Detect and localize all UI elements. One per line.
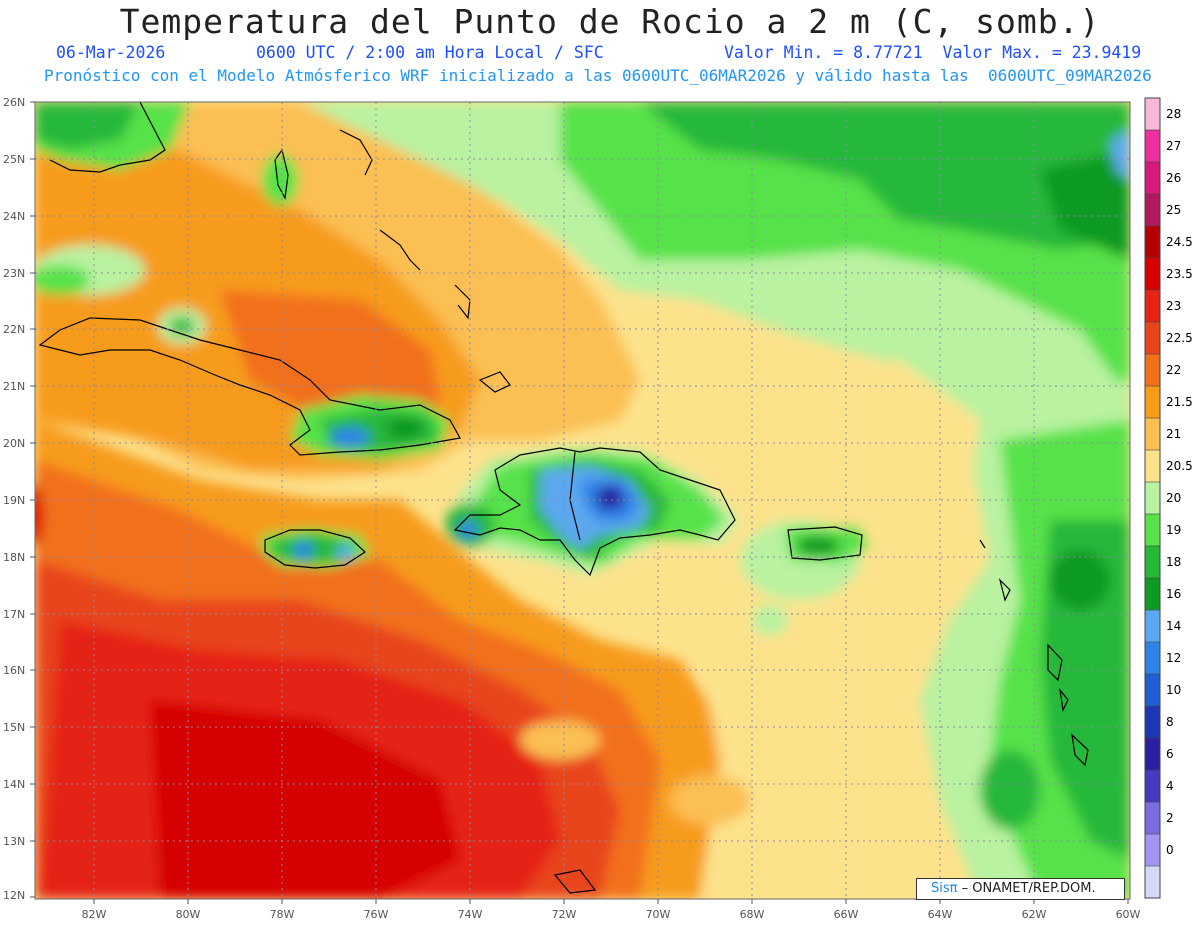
legend-color-swatch bbox=[1145, 866, 1160, 899]
legend-color-swatch bbox=[1145, 738, 1160, 771]
legend-label: 0 bbox=[1166, 843, 1174, 857]
legend-label: 19 bbox=[1166, 523, 1181, 537]
graticule bbox=[35, 102, 1130, 899]
color-legend: 2827262524.523.52322.52221.52120.5201918… bbox=[1144, 97, 1193, 899]
legend-color-swatch bbox=[1145, 386, 1160, 419]
legend-color-swatch bbox=[1145, 258, 1160, 291]
legend-label: 16 bbox=[1166, 587, 1181, 601]
lat-label: 21N bbox=[3, 380, 25, 393]
lat-label: 17N bbox=[3, 608, 25, 621]
lat-label: 16N bbox=[3, 664, 25, 677]
legend-color-swatch bbox=[1145, 450, 1160, 483]
legend-color-swatch bbox=[1145, 642, 1160, 675]
legend-label: 14 bbox=[1166, 619, 1181, 633]
legend-label: 6 bbox=[1166, 747, 1174, 761]
legend-color-swatch bbox=[1145, 290, 1160, 323]
legend-color-swatch bbox=[1145, 674, 1160, 707]
latitude-axis: 26N 25N 24N 23N 22N 21N 20N 19N 18N 17N … bbox=[3, 96, 25, 902]
legend-color-swatch bbox=[1145, 802, 1160, 835]
longitude-axis: 82W 80W 78W 76W 74W 72W 70W 68W 66W 64W … bbox=[82, 908, 1141, 921]
lat-label: 23N bbox=[3, 267, 25, 280]
lon-label: 62W bbox=[1022, 908, 1047, 921]
valid-date: 06-Mar-2026 bbox=[56, 43, 166, 62]
legend-label: 20 bbox=[1166, 491, 1181, 505]
sispi-logo-text: Sisπ bbox=[931, 881, 958, 896]
legend-label: 26 bbox=[1166, 171, 1181, 185]
legend-color-swatch bbox=[1145, 194, 1160, 227]
lon-label: 60W bbox=[1116, 908, 1141, 921]
legend-color-swatch bbox=[1145, 546, 1160, 579]
legend-color-swatch bbox=[1145, 226, 1160, 259]
legend-label: 27 bbox=[1166, 139, 1181, 153]
credit-box: Sisπ – ONAMET/REP.DOM. bbox=[916, 878, 1125, 900]
lon-label: 66W bbox=[834, 908, 859, 921]
dewpoint-field bbox=[35, 102, 1130, 899]
lat-label: 22N bbox=[3, 323, 25, 336]
legend-label: 20.5 bbox=[1166, 459, 1193, 473]
lat-label: 14N bbox=[3, 778, 25, 791]
legend-label: 10 bbox=[1166, 683, 1181, 697]
valid-time: 0600 UTC / 2:00 am Hora Local / SFC bbox=[256, 43, 604, 62]
legend-color-swatch bbox=[1145, 354, 1160, 387]
legend-label: 21.5 bbox=[1166, 395, 1193, 409]
legend-label: 23 bbox=[1166, 299, 1181, 313]
map-title: Temperatura del Punto de Rocio a 2 m (C,… bbox=[119, 2, 1101, 41]
lat-label: 13N bbox=[3, 835, 25, 848]
legend-color-swatch bbox=[1145, 482, 1160, 515]
legend-label: 22 bbox=[1166, 363, 1181, 377]
legend-color-swatch bbox=[1145, 130, 1160, 163]
lat-label: 26N bbox=[3, 96, 25, 109]
lon-label: 68W bbox=[740, 908, 765, 921]
legend-label: 12 bbox=[1166, 651, 1181, 665]
lon-label: 76W bbox=[364, 908, 389, 921]
legend-color-swatch bbox=[1145, 514, 1160, 547]
lat-label: 15N bbox=[3, 721, 25, 734]
legend-color-swatch bbox=[1145, 98, 1160, 131]
forecast-description: Pronóstico con el Modelo Atmósferico WRF… bbox=[44, 66, 1152, 85]
coastlines bbox=[38, 102, 1089, 894]
legend-color-swatch bbox=[1145, 322, 1160, 355]
legend-label: 24.5 bbox=[1166, 235, 1193, 249]
lat-label: 12N bbox=[3, 889, 25, 902]
lon-label: 82W bbox=[82, 908, 107, 921]
legend-color-swatch bbox=[1145, 706, 1160, 739]
credit-text: – ONAMET/REP.DOM. bbox=[957, 881, 1096, 896]
lon-label: 78W bbox=[270, 908, 295, 921]
legend-frame bbox=[1144, 97, 1161, 899]
legend-color-swatch bbox=[1145, 610, 1160, 643]
legend-color-swatch bbox=[1145, 578, 1160, 611]
lat-label: 18N bbox=[3, 551, 25, 564]
legend-label: 4 bbox=[1166, 779, 1174, 793]
lon-label: 64W bbox=[928, 908, 953, 921]
lon-label: 80W bbox=[176, 908, 201, 921]
legend-label: 8 bbox=[1166, 715, 1174, 729]
lon-label: 70W bbox=[646, 908, 671, 921]
legend-label: 21 bbox=[1166, 427, 1181, 441]
legend-color-swatch bbox=[1145, 834, 1160, 867]
legend-color-swatch bbox=[1145, 418, 1160, 451]
lat-label: 19N bbox=[3, 494, 25, 507]
min-max-values: Valor Min. = 8.77721 Valor Max. = 23.941… bbox=[724, 43, 1142, 62]
legend-label: 23.5 bbox=[1166, 267, 1193, 281]
legend-label: 28 bbox=[1166, 107, 1181, 121]
lat-label: 25N bbox=[3, 153, 25, 166]
legend-color-swatch bbox=[1145, 162, 1160, 195]
lon-label: 72W bbox=[552, 908, 577, 921]
lat-label: 20N bbox=[3, 437, 25, 450]
legend-label: 18 bbox=[1166, 555, 1181, 569]
lon-label: 74W bbox=[458, 908, 483, 921]
legend-color-swatch bbox=[1145, 770, 1160, 803]
legend-label: 22.5 bbox=[1166, 331, 1193, 345]
legend-label: 2 bbox=[1166, 811, 1174, 825]
legend-label: 25 bbox=[1166, 203, 1181, 217]
lat-label: 24N bbox=[3, 210, 25, 223]
